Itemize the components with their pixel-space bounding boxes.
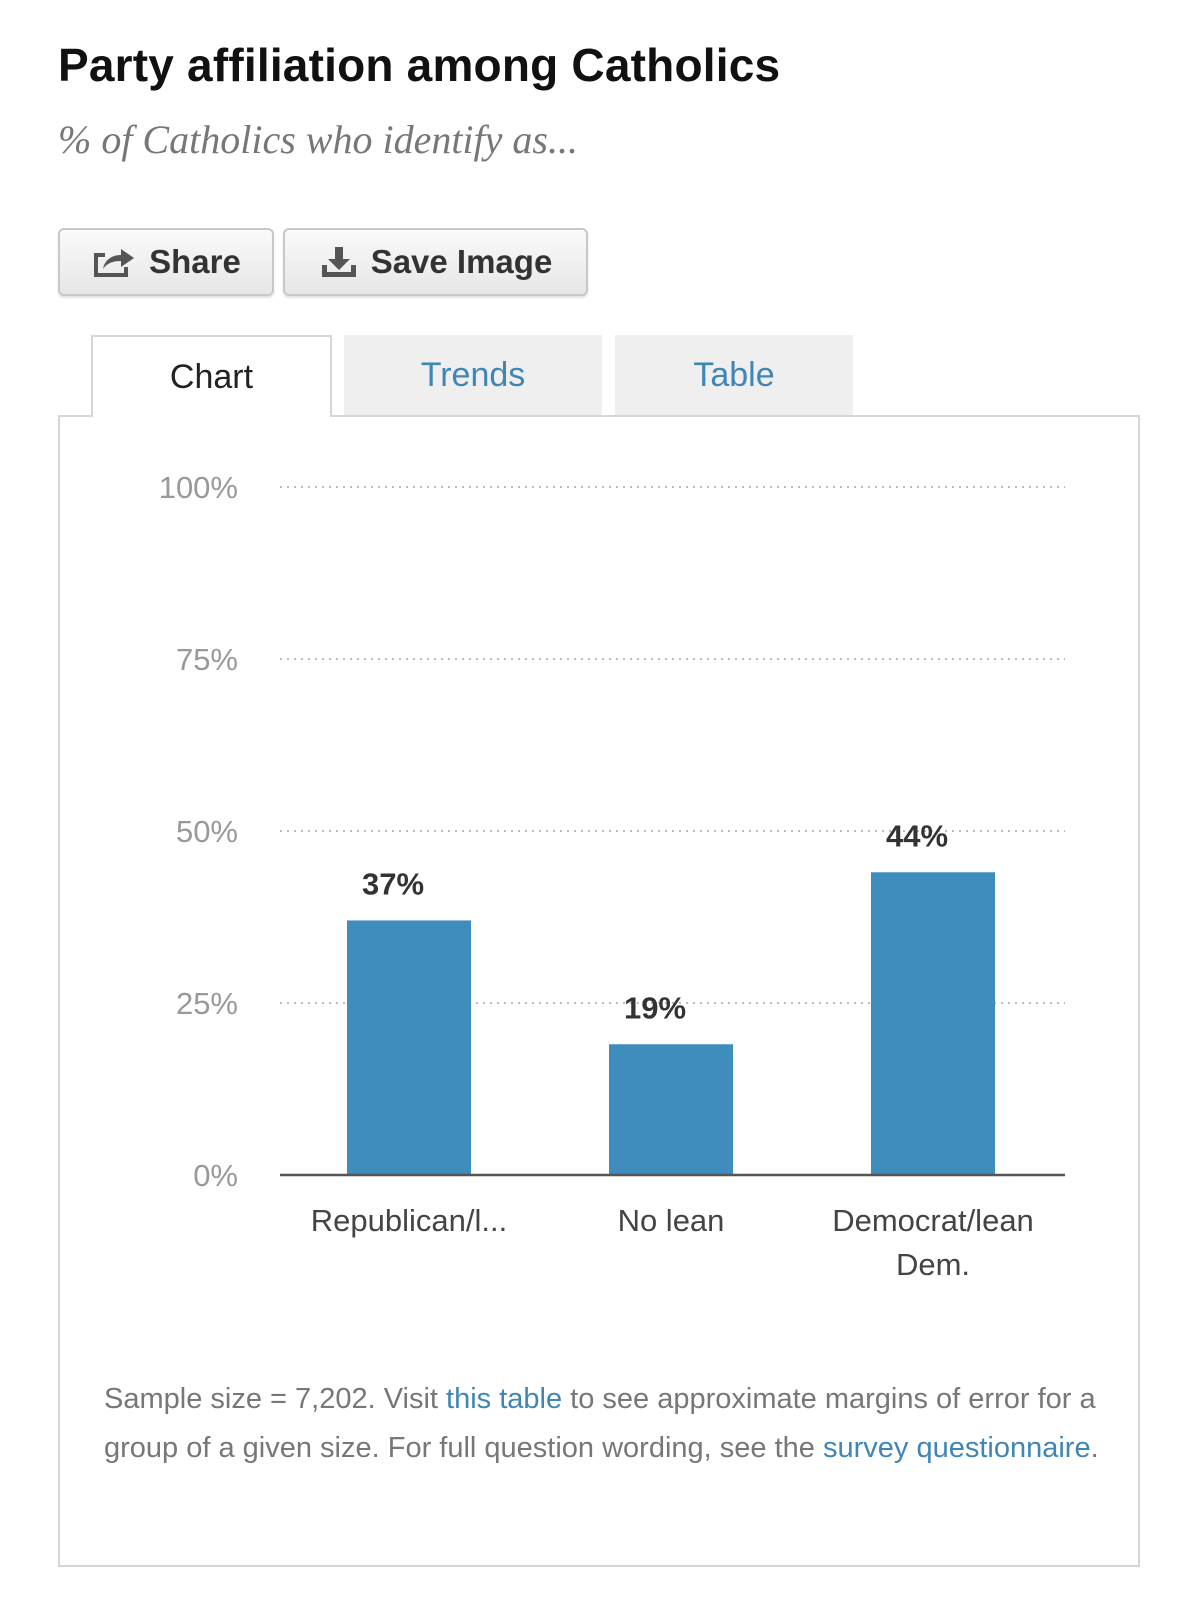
bar — [609, 1044, 733, 1175]
note-text-1: Sample size = 7,202. Visit — [104, 1383, 447, 1415]
tab-trends[interactable]: Trends — [344, 335, 602, 415]
chart-title: Party affiliation among Catholics — [58, 39, 781, 91]
x-category-label: Dem. — [896, 1247, 970, 1282]
this-table-link[interactable]: this table — [446, 1383, 563, 1415]
y-tick-label: 50% — [176, 814, 238, 849]
save-image-button[interactable]: Save Image — [283, 228, 588, 296]
chart-note: Sample size = 7,202. Visit this table to… — [104, 1375, 1114, 1473]
share-button-label: Share — [149, 243, 241, 280]
note-text-3: . — [1090, 1432, 1099, 1464]
x-category-label: No lean — [618, 1203, 725, 1238]
tab-chart[interactable]: Chart — [91, 335, 332, 417]
tab-table[interactable]: Table — [615, 335, 853, 415]
y-tick-label: 25% — [176, 986, 238, 1021]
save-image-button-label: Save Image — [370, 243, 553, 280]
bar-value-label: 44% — [886, 818, 948, 853]
x-category-label: Democrat/lean — [832, 1203, 1034, 1238]
y-tick-label: 0% — [193, 1158, 238, 1193]
x-category-label: Republican/l... — [311, 1203, 507, 1238]
bar-chart: 0% 25% 50% 75% 100% 37% Republican/l... 19% No l… — [159, 470, 1065, 1282]
download-icon — [319, 245, 359, 279]
bar — [871, 872, 995, 1175]
share-button[interactable]: Share — [58, 228, 274, 296]
y-tick-label: 75% — [176, 642, 238, 677]
bar-value-label: 37% — [362, 866, 424, 901]
note-text-2: to see approximate margins of error for … — [104, 1383, 1096, 1464]
share-icon — [91, 245, 137, 279]
survey-questionnaire-link[interactable]: survey questionnaire — [822, 1432, 1091, 1464]
bar — [347, 920, 471, 1175]
bar-value-label: 19% — [624, 990, 686, 1025]
chart-subtitle: % of Catholics who identify as... — [58, 117, 578, 162]
y-tick-label: 100% — [159, 470, 238, 505]
